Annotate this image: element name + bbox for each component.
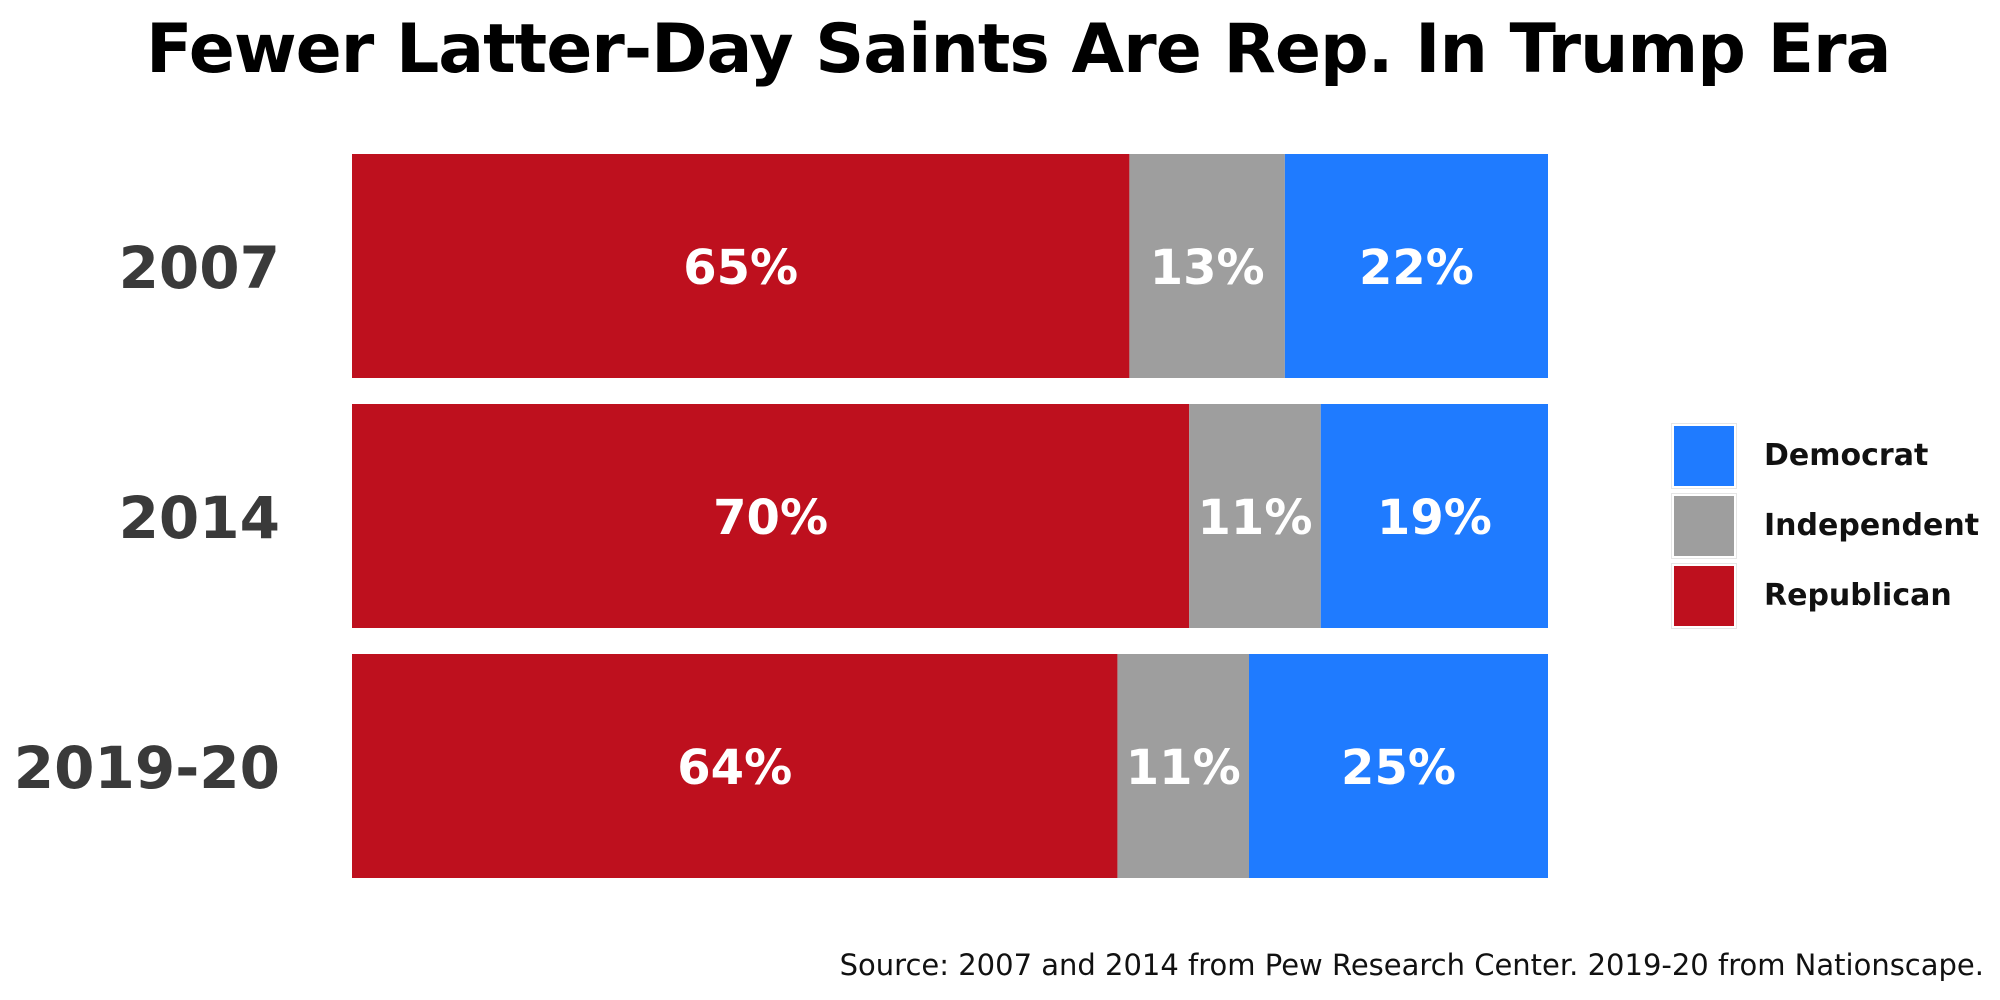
legend-swatch-democrat <box>1671 423 1737 489</box>
legend-label-independent: Independent <box>1764 508 1980 543</box>
legend-label-democrat: Democrat <box>1764 438 1929 473</box>
data-label-2007-independent: 13% <box>1150 240 1265 296</box>
bar-2019-20-democrat <box>1249 654 1548 878</box>
chart-title: Fewer Latter-Day Saints Are Rep. In Trum… <box>146 10 1891 89</box>
category-label-2007: 2007 <box>119 234 280 302</box>
data-label-2007-democrat: 22% <box>1359 240 1474 296</box>
legend-swatch-republican <box>1671 563 1737 629</box>
data-label-2019-20-democrat: 25% <box>1341 740 1456 796</box>
category-label-2019-20: 2019-20 <box>14 734 280 802</box>
bar-2007-democrat <box>1284 154 1548 378</box>
data-label-2014-independent: 11% <box>1198 490 1313 546</box>
source-note: Source: 2007 and 2014 from Pew Research … <box>839 948 1984 982</box>
bar-2019-20-republican <box>352 654 1118 878</box>
legend-label-republican: Republican <box>1764 578 1952 613</box>
bar-2014-democrat <box>1320 404 1548 628</box>
bar-2019-20-independent <box>1117 654 1249 878</box>
data-label-2014-republican: 70% <box>713 490 828 546</box>
bar-2007-independent <box>1129 154 1285 378</box>
data-label-2014-democrat: 19% <box>1377 490 1492 546</box>
bar-2014-republican <box>352 404 1190 628</box>
data-label-2019-20-republican: 64% <box>677 740 792 796</box>
data-label-2007-republican: 65% <box>683 240 798 296</box>
bar-2007-republican <box>352 154 1130 378</box>
data-label-2019-20-independent: 11% <box>1126 740 1241 796</box>
bar-2014-independent <box>1189 404 1321 628</box>
legend-swatch-independent <box>1671 493 1737 559</box>
category-label-2014: 2014 <box>119 484 280 552</box>
